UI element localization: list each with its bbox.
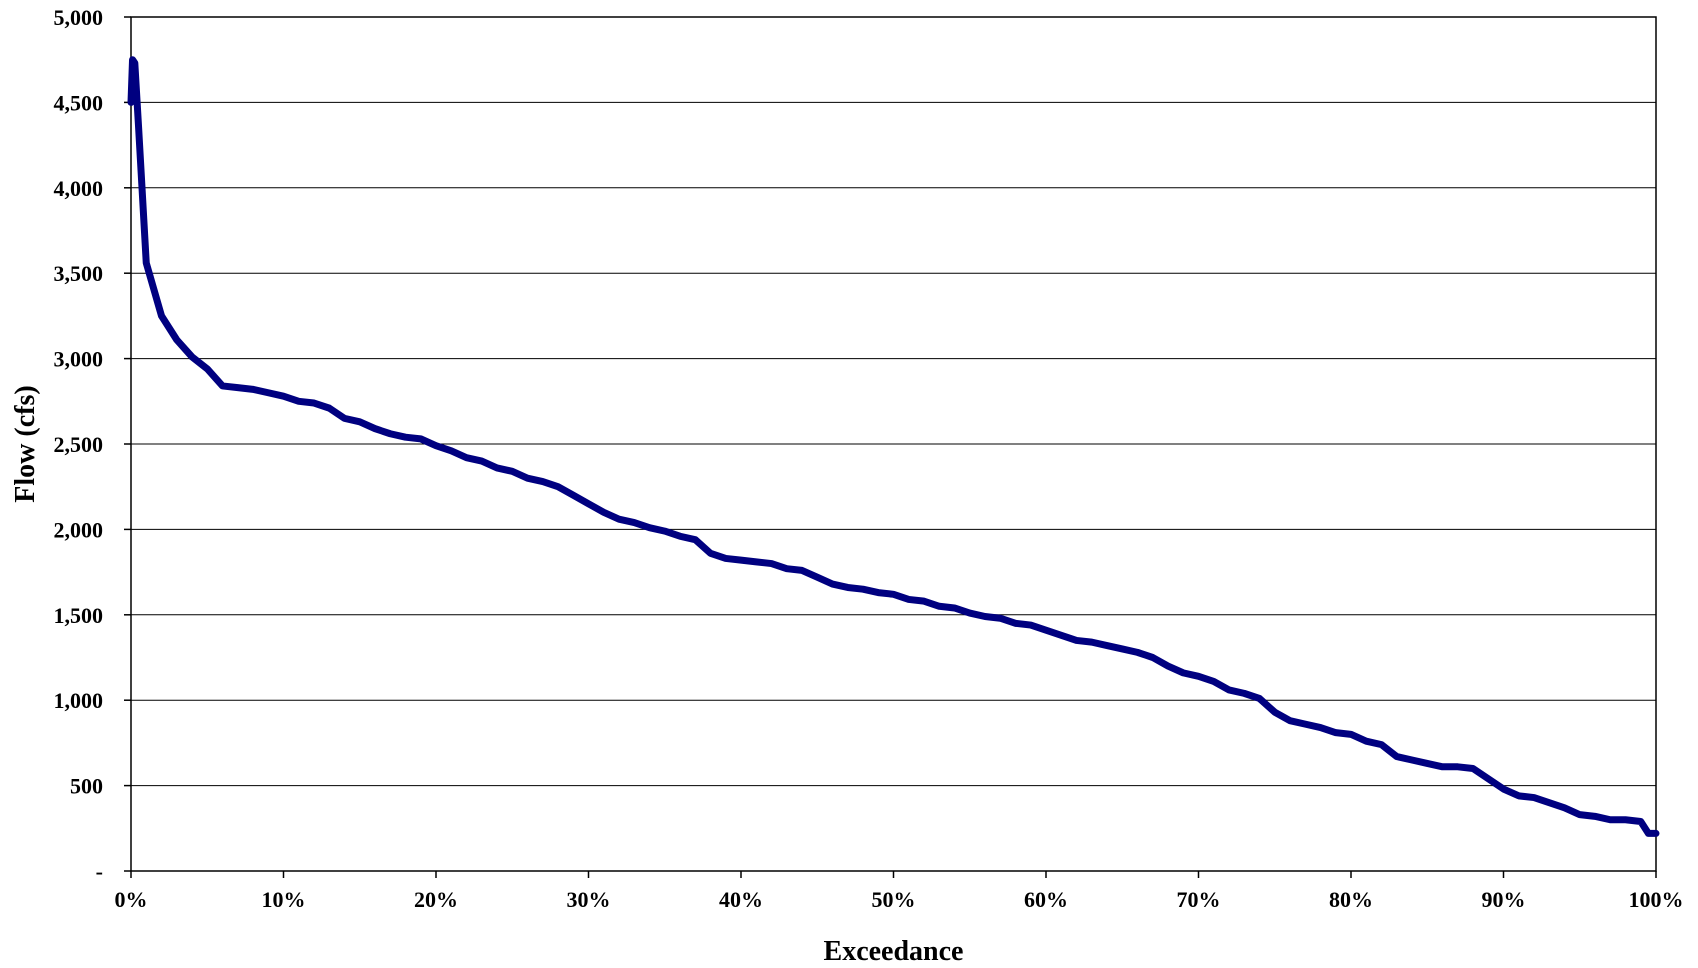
x-tick-label: 60%: [1024, 887, 1068, 912]
x-tick-label: 0%: [115, 887, 148, 912]
axis-tick-marks: [124, 16, 1657, 878]
x-axis-title: Exceedance: [824, 936, 964, 967]
x-tick-label: 40%: [719, 887, 763, 912]
y-tick-label: 1,500: [54, 603, 104, 628]
series-line-flow: [127, 56, 1660, 837]
x-tick-label: 80%: [1329, 887, 1373, 912]
y-tick-label: 1,000: [54, 688, 104, 713]
y-tick-label: -: [96, 859, 103, 884]
x-tick-label: 50%: [872, 887, 916, 912]
y-axis-title: Flow (cfs): [10, 385, 41, 502]
y-tick-label: 4,500: [54, 90, 104, 115]
x-tick-label: 30%: [567, 887, 611, 912]
y-tick-label: 3,500: [54, 261, 104, 286]
x-tick-label: 10%: [262, 887, 306, 912]
x-tick-label: 70%: [1177, 887, 1221, 912]
x-axis-tick-labels: 0% 10% 20% 30% 40% 50% 60% 70% 80% 90% 100%: [115, 887, 1684, 912]
x-tick-label: 100%: [1629, 887, 1684, 912]
y-tick-label: 3,000: [54, 347, 104, 372]
y-tick-label: 5,000: [54, 5, 104, 30]
y-tick-label: 2,500: [54, 432, 104, 457]
gridlines: [131, 101, 1656, 787]
y-tick-label: 2,000: [54, 517, 104, 542]
x-tick-label: 90%: [1482, 887, 1526, 912]
y-axis-tick-labels: - 500 1,000 1,500 2,000 2,500 3,000 3,500 4,000 4…: [54, 5, 104, 884]
y-tick-label: 4,000: [54, 176, 104, 201]
x-tick-label: 20%: [414, 887, 458, 912]
y-tick-label: 500: [70, 774, 103, 799]
